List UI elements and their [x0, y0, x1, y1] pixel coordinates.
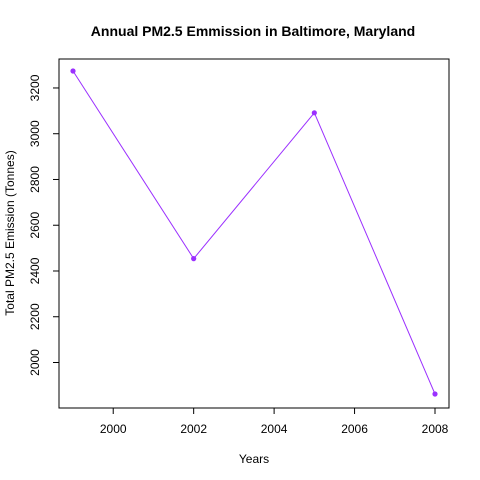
- y-axis-label: Total PM2.5 Emission (Tonnes): [3, 150, 17, 315]
- x-tick-label: 2008: [422, 422, 449, 436]
- y-tick-label: 2600: [28, 212, 42, 239]
- y-tick-label: 2200: [28, 303, 42, 330]
- y-tick-label: 2000: [28, 349, 42, 376]
- y-tick-label: 2800: [28, 166, 42, 193]
- x-tick-label: 2004: [261, 422, 288, 436]
- data-point: [191, 256, 197, 262]
- data-point: [311, 110, 317, 116]
- y-tick-label: 2400: [28, 257, 42, 284]
- plot-frame: [58, 58, 450, 409]
- data-point: [432, 391, 438, 397]
- x-tick-label: 2000: [100, 422, 127, 436]
- series-line: [72, 70, 436, 395]
- chart-title: Annual PM2.5 Emmission in Baltimore, Mar…: [91, 23, 415, 39]
- series-group: [70, 68, 438, 397]
- x-tick-label: 2006: [341, 422, 368, 436]
- data-point: [70, 68, 76, 74]
- x-axis: 2000 2002 2004 2006 2008: [100, 408, 449, 436]
- x-axis-label: Years: [239, 452, 269, 466]
- y-tick-label: 3000: [28, 120, 42, 147]
- y-tick-label: 3200: [28, 74, 42, 101]
- y-axis: 2000 2200 2400 2600 2800 3000 3200: [28, 74, 59, 376]
- x-tick-label: 2002: [180, 422, 207, 436]
